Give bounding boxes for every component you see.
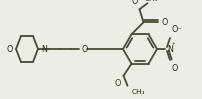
Text: CH₃: CH₃ — [132, 89, 145, 95]
Text: O: O — [162, 18, 168, 27]
Text: O⁻: O⁻ — [171, 25, 182, 34]
Text: ⁺: ⁺ — [172, 43, 176, 49]
Text: N: N — [41, 44, 47, 53]
Text: O: O — [114, 79, 121, 88]
Text: O: O — [6, 44, 13, 53]
Text: O: O — [171, 64, 177, 73]
Text: O: O — [131, 0, 138, 6]
Text: CH₃: CH₃ — [144, 0, 158, 2]
Text: O: O — [82, 44, 88, 53]
Text: N: N — [167, 44, 173, 53]
